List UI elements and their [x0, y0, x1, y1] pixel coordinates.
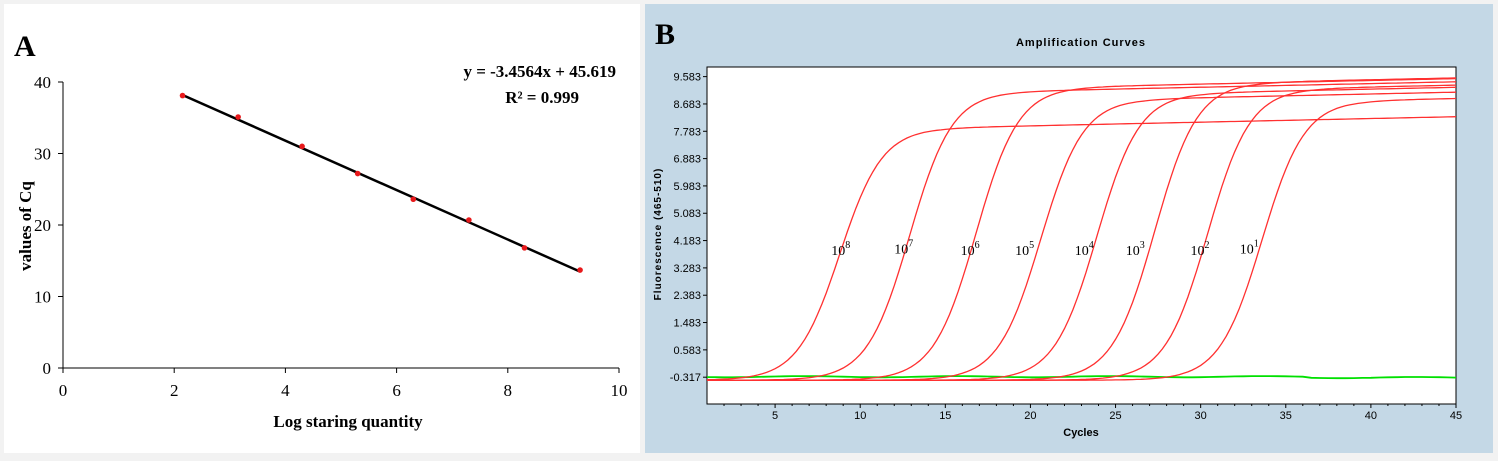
- series-label: 103: [1126, 240, 1145, 259]
- y-tick-label: 7.783: [673, 126, 701, 138]
- series-label: 108: [831, 240, 850, 259]
- r-squared-label: R² = 0.999: [505, 88, 579, 107]
- panel-label-a: A: [14, 30, 36, 63]
- y-tick-label: 40: [34, 73, 51, 92]
- series-label: 102: [1190, 240, 1209, 259]
- series-label-exponent: 5: [1029, 240, 1034, 251]
- x-tick-label: 2: [170, 381, 179, 400]
- x-tick-label: 6: [392, 381, 401, 400]
- series-label-exponent: 8: [845, 240, 850, 251]
- series-label: 106: [961, 240, 980, 259]
- y-tick-label: 8.683: [673, 99, 701, 111]
- data-point: [179, 92, 186, 99]
- panel-a: A 0 10 20 30 40 0 2 4 6 8 10 y = -3.4564x + 45.619 R²…: [4, 4, 640, 453]
- series-label-base: 10: [1190, 244, 1204, 259]
- y-tick-label: 6.883: [673, 154, 701, 166]
- chart-title: Amplification Curves: [1016, 37, 1146, 49]
- x-tick-label: 35: [1280, 410, 1292, 422]
- standard-curve-chart: A 0 10 20 30 40 0 2 4 6 8 10 y = -3.4564x + 45.619 R²…: [14, 30, 628, 431]
- x-tick-label: 4: [281, 381, 290, 400]
- y-axis-title: values of Cq: [16, 181, 35, 271]
- amplification-curve: [707, 97, 1457, 381]
- series-label-exponent: 7: [908, 239, 913, 250]
- series-label-exponent: 4: [1089, 240, 1094, 251]
- y-axis-title: Fluorescence (465-510): [653, 168, 664, 301]
- y-tick-label: 30: [34, 145, 51, 164]
- series-label-exponent: 2: [1204, 240, 1209, 251]
- x-tick-label: 10: [854, 410, 866, 422]
- x-tick-label: 8: [504, 381, 513, 400]
- series-label: 105: [1015, 240, 1034, 259]
- panel-b: B Amplification Curves 9.583 8.683 7.783 6.88…: [645, 4, 1493, 453]
- y-tick-label: 3.283: [673, 263, 701, 275]
- series-label-exponent: 1: [1254, 239, 1259, 250]
- x-tick-label: 30: [1195, 410, 1207, 422]
- plot-area: [706, 66, 1457, 405]
- data-point: [299, 143, 305, 150]
- panel-label-b: B: [655, 18, 675, 51]
- series-label-exponent: 3: [1140, 240, 1145, 251]
- series-label-base: 10: [1075, 244, 1089, 259]
- y-tick-label: 0: [43, 359, 52, 378]
- data-point: [466, 217, 472, 223]
- negative-control-curve: [706, 375, 1457, 380]
- x-tick-label: 25: [1109, 410, 1121, 422]
- series-label-exponent: 6: [975, 240, 980, 251]
- data-point: [577, 267, 583, 273]
- y-tick-label: 10: [34, 288, 51, 307]
- x-tick-label: 45: [1450, 410, 1462, 422]
- series-label-base: 10: [961, 244, 975, 259]
- amplification-curves-chart: B Amplification Curves 9.583 8.683 7.783 6.88…: [653, 18, 1462, 439]
- regression-equation: y = -3.4564x + 45.619: [463, 62, 616, 81]
- y-tick-label: 9.583: [673, 72, 701, 84]
- y-tick-label: 1.483: [673, 318, 701, 330]
- series-label-base: 10: [1240, 243, 1254, 258]
- y-tick-label: 2.383: [673, 290, 701, 302]
- data-point: [354, 170, 361, 177]
- amplification-curve: [706, 116, 1457, 381]
- trendline: [182, 93, 581, 273]
- series-label: 107: [894, 239, 913, 258]
- x-tick-label: 15: [939, 410, 951, 422]
- x-tick-label: 5: [772, 410, 778, 422]
- x-axis-title: Cycles: [1063, 427, 1098, 439]
- series-label: 104: [1075, 240, 1094, 259]
- x-tick-label: 0: [59, 381, 68, 400]
- x-tick-label: 20: [1024, 410, 1036, 422]
- series-label-base: 10: [1015, 244, 1029, 259]
- y-tick-label: 5.083: [673, 208, 701, 220]
- data-point: [521, 245, 528, 251]
- x-tick-label: 40: [1365, 410, 1377, 422]
- series-label: 101: [1240, 239, 1259, 258]
- y-tick-label: 4.183: [673, 236, 701, 248]
- data-point: [410, 196, 417, 203]
- y-tick-label: 20: [34, 216, 51, 235]
- data-point: [235, 114, 241, 120]
- series-label-base: 10: [1126, 244, 1140, 259]
- y-tick-label: 0.583: [673, 345, 701, 357]
- y-tick-label: 5.983: [673, 181, 701, 193]
- y-tick-label: -0.317: [670, 372, 701, 384]
- x-tick-label: 10: [611, 381, 628, 400]
- series-label-base: 10: [894, 243, 908, 258]
- x-axis-title: Log staring quantity: [273, 412, 423, 431]
- series-label-base: 10: [831, 244, 845, 259]
- amplification-curve: [707, 81, 1457, 381]
